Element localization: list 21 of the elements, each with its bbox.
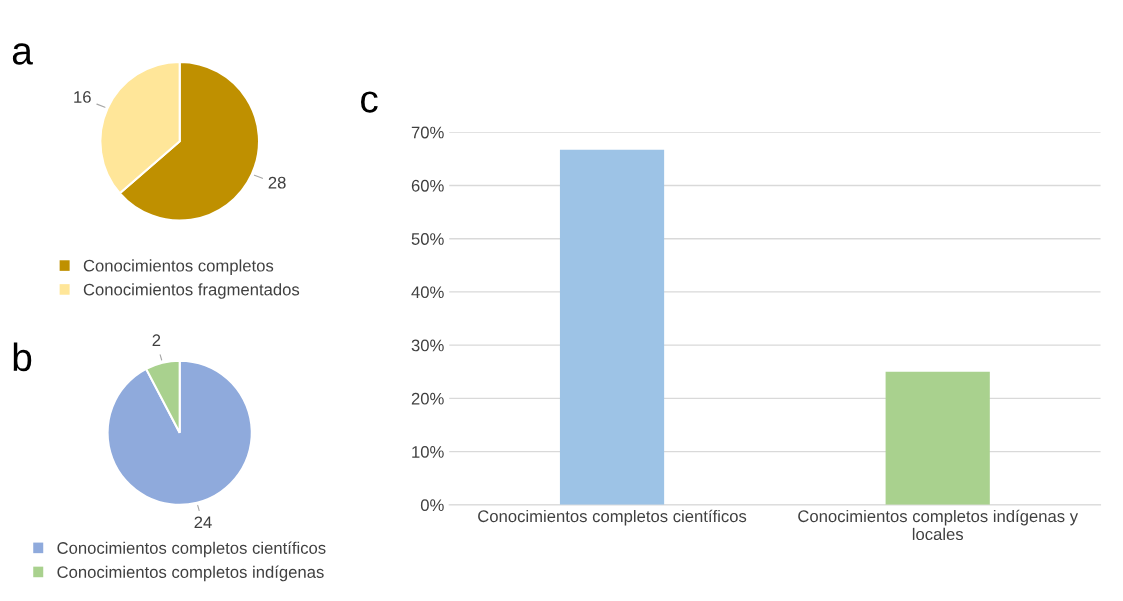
data-label: 16 xyxy=(74,91,91,103)
y-tick-label: 20% xyxy=(411,392,444,405)
y-tick-label: 30% xyxy=(411,339,444,352)
legend-label: Conocimientos fragmentados xyxy=(83,283,300,299)
legend-label: Conocimientos completos científicos xyxy=(57,541,326,558)
data-label: 28 xyxy=(268,176,286,189)
y-tick-label: 40% xyxy=(411,286,444,299)
legend-label: Conocimientos completos xyxy=(83,259,274,275)
text: b xyxy=(13,342,32,372)
y-tick-label: 60% xyxy=(411,179,444,192)
data-label: 2 xyxy=(152,334,161,346)
text: c xyxy=(361,91,378,113)
x-tick-label: Conocimientos completos indígenas y locales xyxy=(798,509,1079,541)
pie-slice xyxy=(106,359,253,506)
y-tick-label: 10% xyxy=(412,446,444,458)
y-tick-label: 0% xyxy=(420,499,444,512)
text: a xyxy=(12,43,33,65)
y-tick-label: 50% xyxy=(411,233,444,245)
legend-label: Conocimientos completos indígenas xyxy=(57,565,324,582)
data-label: 24 xyxy=(194,516,212,529)
y-tick-label: 70% xyxy=(411,126,444,139)
